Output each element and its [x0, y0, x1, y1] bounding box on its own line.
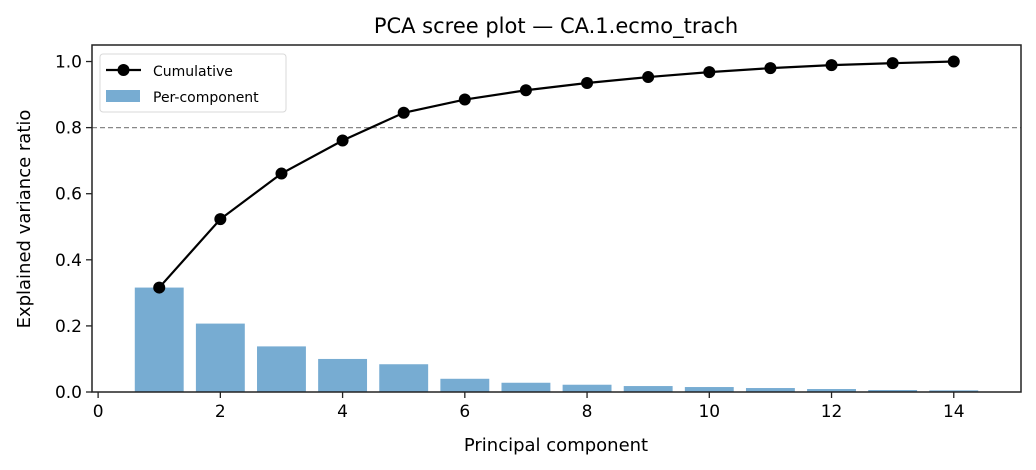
- legend-marker-icon: [117, 64, 130, 76]
- y-tick-label: 0.8: [55, 119, 82, 139]
- cumulative-marker: [458, 93, 471, 106]
- legend-label-cumulative: Cumulative: [153, 64, 233, 80]
- cumulative-marker: [214, 213, 227, 226]
- bar: [318, 358, 368, 392]
- per-component-bars: [134, 287, 979, 392]
- bar: [623, 386, 673, 392]
- bar: [379, 364, 429, 392]
- y-tick-label: 0.6: [55, 185, 82, 205]
- y-tick-label: 0.0: [55, 383, 82, 403]
- legend-box: [99, 53, 287, 113]
- cumulative-marker: [519, 84, 532, 97]
- x-tick-label: 4: [337, 402, 348, 422]
- x-tick-label: 12: [821, 402, 843, 422]
- bar: [807, 389, 856, 392]
- legend-patch-swatch: [106, 90, 140, 102]
- legend: Cumulative Per-component: [99, 53, 287, 113]
- bar: [134, 287, 184, 392]
- axes-frame: [91, 44, 1022, 393]
- y-tick-label: 1.0: [55, 53, 82, 73]
- cumulative-marker: [397, 106, 410, 119]
- legend-item-cumulative: Cumulative: [106, 64, 233, 80]
- x-tick-label: 0: [93, 402, 104, 422]
- y-tick-label: 0.2: [55, 317, 82, 337]
- x-tick-label: 14: [943, 402, 965, 422]
- bar: [501, 382, 551, 392]
- y-axis-label: Explained variance ratio: [14, 110, 35, 329]
- bar: [257, 346, 306, 392]
- cumulative-marker: [642, 71, 655, 84]
- x-tick-label: 10: [698, 402, 720, 422]
- bar: [440, 378, 490, 392]
- cumulative-marker: [764, 62, 777, 75]
- bar: [562, 384, 612, 392]
- x-axis-label: Principal component: [464, 435, 648, 456]
- cumulative-marker: [153, 281, 166, 294]
- cumulative-marker: [703, 66, 716, 79]
- y-axis-ticks: 0.0 0.2 0.4 0.6 0.8 1.0: [55, 53, 92, 403]
- bar: [868, 390, 918, 392]
- cumulative-marker: [581, 77, 594, 90]
- x-axis-ticks: 0 2 4 6 8 10 12 14: [93, 392, 965, 422]
- legend-label-per-component: Per-component: [153, 90, 259, 106]
- cumulative-marker: [275, 167, 288, 180]
- x-tick-label: 8: [582, 402, 593, 422]
- chart-title: PCA scree plot — CA.1.ecmo_trach: [374, 14, 738, 39]
- cumulative-line: [158, 60, 954, 289]
- bar: [929, 390, 979, 392]
- bar: [195, 323, 245, 392]
- cumulative-marker: [825, 59, 838, 72]
- cumulative-marker: [336, 134, 349, 147]
- legend-item-per-component: Per-component: [106, 90, 259, 106]
- x-tick-label: 6: [459, 402, 470, 422]
- cumulative-marker: [886, 57, 899, 70]
- x-tick-label: 2: [215, 402, 226, 422]
- y-tick-label: 0.4: [55, 251, 82, 271]
- cumulative-markers: [153, 55, 960, 294]
- cumulative-marker: [947, 55, 960, 68]
- plot-area: [92, 55, 1021, 392]
- bar: [745, 388, 795, 392]
- bar: [684, 387, 734, 392]
